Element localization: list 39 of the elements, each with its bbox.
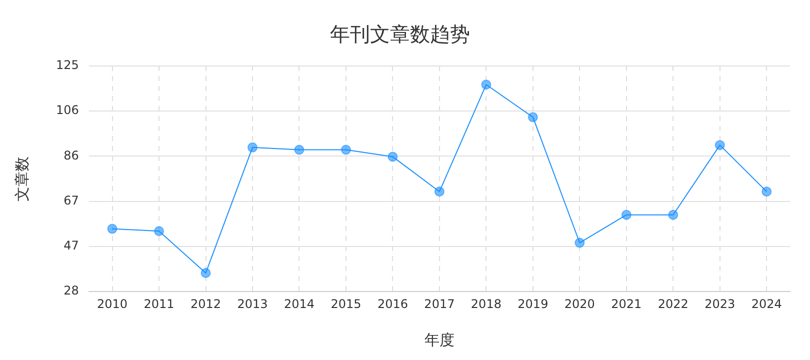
point (574, 238, 585, 248)
point (528, 112, 538, 122)
chart-title: 年刊文章数趋势 (330, 22, 470, 46)
y-tick-label: 106 (56, 103, 79, 118)
x-tick-label: 2013 (237, 296, 268, 311)
point (154, 226, 164, 236)
y-tick-label: 125 (56, 58, 79, 72)
x-tick-label: 2024 (751, 296, 782, 311)
x-tick-label: 2012 (190, 296, 222, 311)
y-tick-label: 67 (64, 193, 79, 208)
x-tick-label: 2018 (470, 296, 502, 311)
y-tick-label: 47 (64, 238, 79, 253)
point (714, 140, 725, 150)
point (247, 142, 258, 152)
point (621, 210, 632, 220)
y-tick-label: 28 (64, 284, 79, 298)
x-tick-label: 2014 (284, 296, 315, 311)
point (481, 80, 492, 90)
x-tick-label: 2023 (704, 296, 736, 311)
x-tick-label: 2017 (424, 296, 455, 311)
y-axis-title: 文章数 (12, 156, 31, 202)
point (200, 268, 211, 278)
point (294, 144, 304, 155)
x-axis-title: 年度 (424, 330, 454, 349)
y-tick-label: 86 (64, 148, 79, 162)
x-tick-label: 2019 (518, 296, 548, 311)
x-tick-label: 2021 (611, 296, 642, 311)
x-tick-label: 2022 (658, 296, 688, 311)
x-tick-label: 2016 (377, 296, 408, 311)
x-tick-label: 2015 (330, 296, 362, 311)
point (434, 186, 444, 197)
x-tick-label: 2020 (564, 296, 595, 311)
point (668, 210, 678, 220)
point (340, 144, 351, 155)
x-tick-label: 2010 (97, 296, 128, 311)
point (107, 224, 118, 234)
point (388, 152, 398, 162)
x-tick-label: 2011 (144, 296, 174, 311)
point (762, 186, 772, 197)
